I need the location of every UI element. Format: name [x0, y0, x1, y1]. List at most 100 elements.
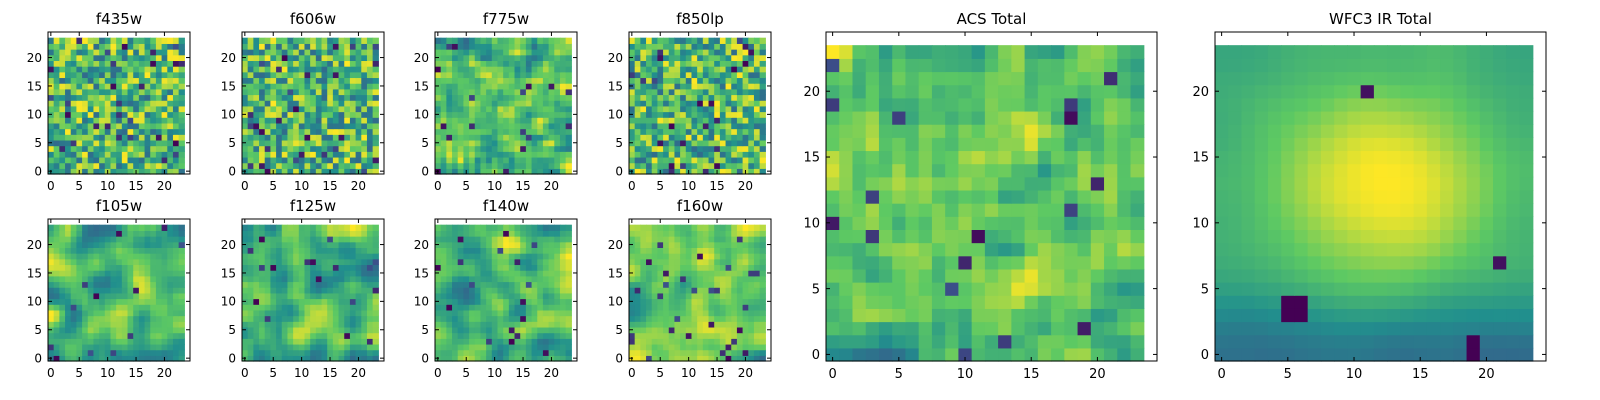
heatmap-cell [629, 287, 636, 294]
heatmap-cell [629, 77, 636, 84]
heatmap-cell [304, 54, 311, 61]
heatmap-cell [852, 334, 867, 349]
heatmap-cell [537, 128, 544, 135]
heatmap-cell [646, 236, 653, 243]
heatmap-cell [452, 156, 459, 164]
heatmap-cell [554, 230, 561, 237]
heatmap-cell [270, 309, 277, 317]
heatmap-cell [259, 151, 266, 158]
heatmap-cell [276, 77, 283, 84]
heatmap-cell [663, 258, 670, 266]
heatmap-cell [537, 94, 544, 101]
heatmap-cell [629, 343, 636, 351]
heatmap-cell [463, 258, 470, 266]
heatmap-cell [554, 309, 561, 317]
heatmap-cell [349, 156, 357, 164]
heatmap-cell [486, 298, 493, 305]
heatmap-cell [144, 66, 151, 73]
heatmap-cell [480, 122, 487, 130]
heatmap-cell [82, 168, 89, 175]
heatmap-cell [503, 162, 510, 169]
heatmap-cell [634, 145, 641, 152]
heatmap-cell [93, 241, 100, 248]
heatmap-cell [503, 139, 510, 147]
heatmap-cell [327, 54, 334, 61]
heatmap-cell [657, 151, 664, 158]
panel-title: f105w [96, 197, 142, 215]
heatmap-cell [731, 168, 738, 175]
heatmap-cell [247, 156, 254, 164]
heatmap-cell [361, 168, 368, 175]
heatmap-cell [634, 287, 641, 294]
heatmap-cell [651, 292, 658, 300]
heatmap-cell [287, 298, 294, 305]
heatmap-cell [508, 43, 516, 50]
heatmap-cell [657, 37, 664, 44]
heatmap-cell [253, 241, 260, 248]
heatmap-cell [680, 71, 687, 79]
heatmap-cell [731, 332, 738, 339]
heatmap-cell [104, 94, 112, 101]
heatmap-cell [680, 326, 687, 334]
heatmap-cell [469, 100, 476, 107]
heatmap-cell [651, 304, 658, 311]
heatmap-cell [435, 264, 442, 271]
heatmap-cell [270, 60, 277, 67]
heatmap-cell [440, 349, 447, 356]
heatmap-cell [640, 304, 647, 311]
heatmap-cell [742, 117, 749, 124]
heatmap-cell [315, 355, 323, 362]
heatmap-cell [59, 338, 66, 345]
heatmap-cells [826, 45, 1145, 362]
heatmap-cell [435, 117, 442, 124]
heatmap-cell [372, 326, 379, 334]
heatmap-cell [338, 230, 345, 237]
heatmap-cell [293, 298, 300, 305]
heatmap-cell [270, 224, 277, 231]
heatmap-cell [435, 77, 442, 84]
heatmap-cell [87, 264, 95, 271]
heatmap-cell [127, 281, 134, 288]
heatmap-cell [138, 122, 146, 130]
heatmap-cell [525, 287, 533, 294]
heatmap-cell [321, 122, 328, 130]
heatmap-cell [310, 298, 317, 305]
heatmap-cell [680, 304, 687, 311]
heatmap-cell [87, 139, 95, 147]
heatmap-cell [127, 355, 134, 362]
heatmap-cell [719, 343, 727, 351]
heatmap-cell [559, 338, 567, 345]
heatmap-cell [161, 264, 168, 271]
y-tick-label: 5 [228, 323, 236, 337]
heatmap-cell [565, 43, 572, 50]
heatmap-cell [565, 349, 572, 356]
heatmap-cell [281, 287, 289, 294]
heatmap-cell [491, 326, 499, 334]
heatmap-cell [629, 71, 636, 79]
heatmap-cell [315, 321, 323, 328]
heatmap-cell [657, 139, 664, 147]
heatmap-cell [127, 270, 134, 277]
heatmap-cell [144, 224, 151, 231]
heatmap-cell [554, 145, 561, 152]
heatmap-cell [87, 253, 95, 260]
heatmap-cell [155, 343, 163, 351]
heatmap-cell [327, 241, 334, 248]
heatmap-cell [178, 275, 185, 283]
heatmap-cell [110, 156, 117, 164]
heatmap-cell [327, 258, 334, 266]
heatmap-cell [133, 241, 140, 248]
heatmap-cell [349, 122, 357, 130]
heatmap-cell [138, 253, 146, 260]
heatmap-cell [435, 258, 442, 266]
heatmap-cell [361, 298, 368, 305]
heatmap-cell [121, 270, 129, 277]
heatmap-cell [242, 49, 249, 56]
heatmap-cell [99, 241, 106, 248]
heatmap-cell [59, 264, 66, 271]
heatmap-cell [281, 134, 289, 141]
heatmap-cell [355, 281, 362, 288]
heatmap-cell [697, 122, 704, 130]
heatmap-cell [486, 309, 493, 317]
heatmap-cell [469, 247, 476, 254]
